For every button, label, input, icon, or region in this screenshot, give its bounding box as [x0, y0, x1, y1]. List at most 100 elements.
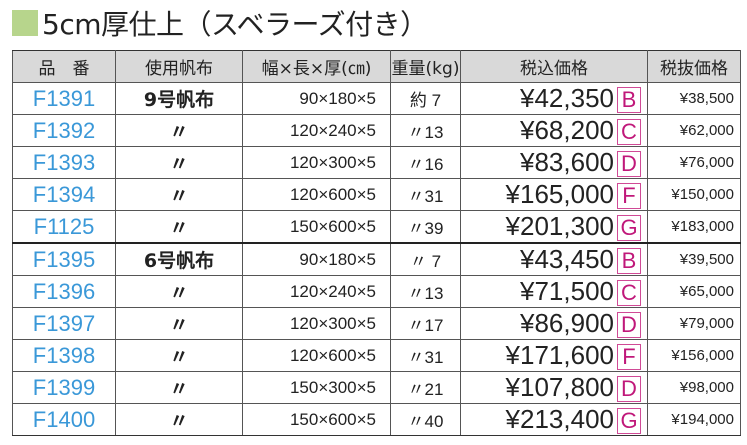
header-price: 税込価格 [460, 50, 648, 83]
product-code: F1399 [12, 371, 116, 404]
price-ex: ¥194,000 [647, 403, 741, 436]
fabric: 〃 [115, 307, 243, 340]
fabric: 6号帆布 [115, 242, 243, 276]
header-size: 幅×長×厚(㎝) [242, 50, 391, 83]
fabric: 〃 [115, 114, 243, 147]
weight: 〃13 [390, 114, 461, 147]
fabric: 〃 [115, 403, 243, 436]
product-code: F1393 [12, 146, 116, 179]
price-ex: ¥39,500 [647, 242, 741, 276]
green-square-icon [12, 10, 38, 36]
price-ex: ¥183,000 [647, 210, 741, 244]
product-code: F1397 [12, 307, 116, 340]
product-code: F1400 [12, 403, 116, 436]
size: 150×600×5 [242, 403, 391, 436]
rank-badge: G [617, 215, 641, 242]
header-code: 品 番 [12, 50, 116, 83]
table-row: F1391 9号帆布 90×180×5 約 7 ¥42,350 B ¥38,500 [12, 82, 741, 115]
rank-badge: D [617, 312, 641, 339]
price-ex: ¥156,000 [647, 339, 741, 372]
rank-badge: B [617, 87, 641, 114]
table-row: F1397 〃 120×300×5 〃17 ¥86,900 D ¥79,000 [12, 307, 741, 340]
product-code: F1125 [12, 210, 116, 244]
price: ¥171,600 [505, 340, 614, 370]
weight: 〃17 [390, 307, 461, 340]
price-cell: ¥213,400 G [460, 403, 648, 436]
size: 120×240×5 [242, 114, 391, 147]
weight: 〃40 [390, 403, 461, 436]
price-cell: ¥71,500 C [460, 275, 648, 308]
table-row: F1125 〃 150×600×5 〃39 ¥201,300 G ¥183,000 [12, 210, 741, 244]
product-code: F1391 [12, 82, 116, 115]
header-row: 品 番 使用帆布 幅×長×厚(㎝) 重量(kg) 税込価格 税抜価格 [12, 50, 741, 83]
price-cell: ¥107,800 D [460, 371, 648, 404]
price: ¥107,800 [505, 372, 614, 402]
product-code: F1395 [12, 242, 116, 276]
header-fabric: 使用帆布 [115, 50, 243, 83]
fabric: 〃 [115, 371, 243, 404]
weight: 約 7 [390, 82, 461, 115]
price: ¥165,000 [505, 179, 614, 209]
weight: 〃39 [390, 210, 461, 244]
price: ¥83,600 [520, 147, 614, 177]
price-ex: ¥150,000 [647, 178, 741, 211]
weight: 〃31 [390, 178, 461, 211]
table-row: F1394 〃 120×600×5 〃31 ¥165,000 F ¥150,000 [12, 178, 741, 211]
rank-badge: F [617, 344, 641, 371]
size: 120×600×5 [242, 178, 391, 211]
size: 150×300×5 [242, 371, 391, 404]
price-cell: ¥42,350 B [460, 82, 648, 115]
size: 120×300×5 [242, 307, 391, 340]
rank-badge: B [617, 248, 641, 275]
price-table: 品 番 使用帆布 幅×長×厚(㎝) 重量(kg) 税込価格 税抜価格 F1391… [12, 50, 741, 436]
product-code: F1398 [12, 339, 116, 372]
price: ¥71,500 [520, 276, 614, 306]
product-code: F1394 [12, 178, 116, 211]
header-weight: 重量(kg) [390, 50, 461, 83]
fabric: 〃 [115, 210, 243, 244]
fabric: 〃 [115, 178, 243, 211]
table-row: F1399 〃 150×300×5 〃21 ¥107,800 D ¥98,000 [12, 371, 741, 404]
price-ex: ¥98,000 [647, 371, 741, 404]
size: 120×240×5 [242, 275, 391, 308]
price-ex: ¥79,000 [647, 307, 741, 340]
price-ex: ¥38,500 [647, 82, 741, 115]
weight: 〃 7 [390, 242, 461, 276]
weight: 〃16 [390, 146, 461, 179]
table-row: F1395 6号帆布 90×180×5 〃 7 ¥43,450 B ¥39,500 [12, 242, 741, 276]
size: 90×180×5 [242, 242, 391, 276]
price-cell: ¥43,450 B [460, 242, 648, 276]
price-cell: ¥201,300 G [460, 210, 648, 244]
rank-badge: F [617, 183, 641, 210]
price-ex: ¥62,000 [647, 114, 741, 147]
weight: 〃31 [390, 339, 461, 372]
price: ¥86,900 [520, 308, 614, 338]
product-code: F1396 [12, 275, 116, 308]
size: 90×180×5 [242, 82, 391, 115]
weight: 〃13 [390, 275, 461, 308]
price-ex: ¥65,000 [647, 275, 741, 308]
fabric: 〃 [115, 275, 243, 308]
table-row: F1396 〃 120×240×5 〃13 ¥71,500 C ¥65,000 [12, 275, 741, 308]
price-cell: ¥171,600 F [460, 339, 648, 372]
price-cell: ¥165,000 F [460, 178, 648, 211]
price-cell: ¥86,900 D [460, 307, 648, 340]
rank-badge: C [617, 280, 641, 307]
price-ex: ¥76,000 [647, 146, 741, 179]
price: ¥42,350 [520, 83, 614, 113]
rank-badge: C [617, 119, 641, 146]
size: 150×600×5 [242, 210, 391, 244]
rank-badge: G [617, 408, 641, 435]
table-row: F1392 〃 120×240×5 〃13 ¥68,200 C ¥62,000 [12, 114, 741, 147]
title-text: 5cm厚仕上（スベラーズ付き） [42, 8, 428, 41]
rank-badge: D [617, 376, 641, 403]
price: ¥68,200 [520, 115, 614, 145]
size: 120×600×5 [242, 339, 391, 372]
header-price-ex: 税抜価格 [647, 50, 741, 83]
fabric: 〃 [115, 146, 243, 179]
rank-badge: D [617, 151, 641, 178]
price-cell: ¥68,200 C [460, 114, 648, 147]
price: ¥43,450 [520, 244, 614, 274]
section-title: 5cm厚仕上（スベラーズ付き） [12, 4, 428, 42]
table-row: F1400 〃 150×600×5 〃40 ¥213,400 G ¥194,000 [12, 403, 741, 436]
